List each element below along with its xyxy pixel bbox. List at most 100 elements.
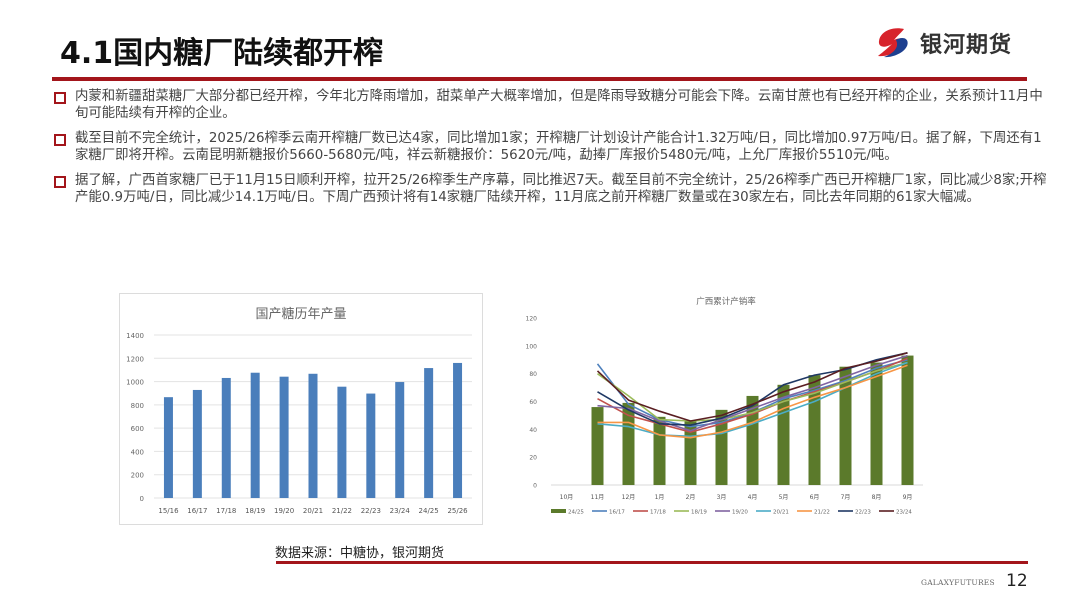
bar (715, 409, 728, 485)
bullet-item: 据了解，广西首家糖厂已于11月15日顺利开榨，拉开25/26榨季生产序幕，同比推… (52, 172, 1052, 206)
logo-text: 银河期货 (920, 33, 1013, 58)
hollow-square-bullet-icon (54, 176, 66, 188)
legend-label: 22/23 (855, 510, 871, 516)
legend-label: 16/17 (609, 510, 625, 516)
x-tick-label: 5月 (779, 494, 789, 501)
legend-item: 24/25 (551, 509, 584, 516)
chart-bars (591, 355, 914, 485)
legend-item: 17/18 (633, 510, 666, 516)
legend-item: 22/23 (838, 510, 871, 516)
x-tick-label: 8月 (872, 494, 882, 501)
chart-title: 广西累计产销率 (696, 296, 756, 307)
bar (337, 386, 347, 498)
bar (308, 373, 318, 498)
y-tick-label: 0 (140, 495, 144, 503)
x-tick-label: 25/26 (447, 507, 468, 515)
x-tick-label: 4月 (748, 494, 758, 501)
x-tick-label: 1月 (655, 494, 665, 501)
y-tick-label: 600 (131, 425, 144, 433)
bar (901, 355, 914, 485)
chart-title: 国产糖历年产量 (255, 306, 346, 322)
bar (192, 389, 202, 498)
bullet-item: 内蒙和新疆甜菜糖厂大部分都已经开榨，今年北方降雨增加，甜菜单产大概率增加，但是降… (52, 88, 1052, 122)
x-tick-label: 24/25 (419, 507, 439, 515)
x-tick-label: 23/24 (390, 507, 411, 515)
bar (163, 397, 173, 498)
bar (250, 372, 260, 498)
x-tick-label: 16/17 (187, 507, 207, 515)
bar (839, 366, 852, 485)
series-line-18-19 (597, 361, 908, 422)
chart-bars (163, 362, 463, 498)
guangxi-production-sales-rate-chart: 广西累计产销率 0 20 40 60 80 100 120 10月 11月 12月 1月 2月 3月 4… (515, 290, 935, 530)
x-tick-label: 10月 (560, 494, 574, 501)
legend-item: 19/20 (715, 510, 748, 516)
company-logo: 银河期货 (874, 26, 1012, 60)
x-tick-label: 6月 (810, 494, 820, 501)
hollow-square-bullet-icon (54, 92, 66, 104)
series-line-21-22 (597, 364, 908, 439)
bullet-text: 据了解，广西首家糖厂已于11月15日顺利开榨，拉开25/26榨季生产序幕，同比推… (75, 173, 1047, 205)
y-tick-label: 100 (526, 343, 538, 350)
legend-label: 18/19 (691, 510, 707, 516)
legend-label: 24/25 (568, 510, 584, 516)
hollow-square-bullet-icon (54, 134, 66, 146)
x-axis-ticks: 10月 11月 12月 1月 2月 3月 4月 5月 6月 7月 8月 9月 (560, 494, 913, 501)
bar (453, 362, 463, 498)
bar (395, 382, 405, 498)
legend-label: 20/21 (773, 510, 789, 516)
legend-swatch (551, 509, 566, 513)
y-tick-label: 200 (131, 472, 144, 480)
legend-label: 17/18 (650, 510, 666, 516)
bullet-text: 内蒙和新疆甜菜糖厂大部分都已经开榨，今年北方降雨增加，甜菜单产大概率增加，但是降… (75, 89, 1043, 121)
galaxy-futures-logo-icon (878, 28, 908, 58)
page-title: 4.1国内糖厂陆续都开榨 (60, 36, 384, 71)
series-line-23-24 (596, 352, 908, 422)
bar (221, 377, 231, 498)
y-tick-label: 120 (526, 316, 538, 323)
y-tick-label: 0 (533, 483, 537, 490)
x-tick-label: 21/22 (332, 507, 352, 515)
bar (591, 407, 604, 485)
x-tick-label: 18/19 (245, 507, 265, 515)
y-axis-ticks: 0 20 40 60 80 100 120 (526, 316, 538, 490)
x-tick-label: 7月 (841, 494, 851, 501)
y-tick-label: 400 (131, 448, 144, 456)
chart-legend: 24/25 16/17 17/18 18/19 19/20 20/21 21/22 22/23… (551, 509, 912, 516)
title-divider (52, 77, 1027, 81)
x-tick-label: 19/20 (274, 507, 294, 515)
bullet-list: 内蒙和新疆甜菜糖厂大部分都已经开榨，今年北方降雨增加，甜菜单产大概率增加，但是降… (52, 88, 1052, 214)
domestic-sugar-output-chart: 国产糖历年产量 0 200 400 600 800 1000 1200 1400 15/16 1… (119, 293, 483, 525)
y-tick-label: 80 (529, 371, 537, 378)
legend-item: 20/21 (756, 510, 789, 516)
bullet-item: 截至目前不完全统计，2025/26榨季云南开榨糖厂数已达4家，同比增加1家；开榨… (52, 130, 1052, 164)
legend-label: 21/22 (814, 510, 830, 516)
x-tick-label: 20/21 (303, 507, 323, 515)
y-axis-ticks: 0 200 400 600 800 1000 1200 1400 (126, 332, 144, 503)
bar (746, 395, 759, 485)
series-line-20-21 (597, 361, 908, 438)
legend-label: 19/20 (732, 510, 748, 516)
y-tick-label: 20 (529, 455, 537, 462)
legend-item: 16/17 (592, 510, 625, 516)
legend-item: 18/19 (674, 510, 707, 516)
y-tick-label: 60 (529, 399, 537, 406)
legend-label: 23/24 (896, 510, 912, 516)
series-line-19-20 (597, 354, 908, 432)
bar (424, 368, 434, 498)
x-tick-label: 3月 (717, 494, 727, 501)
legend-item: 23/24 (879, 510, 912, 516)
y-tick-label: 800 (131, 402, 144, 410)
legend-item: 21/22 (797, 510, 830, 516)
y-tick-label: 1000 (126, 379, 144, 387)
footer-divider (276, 561, 1028, 564)
x-tick-label: 9月 (903, 494, 913, 501)
combo-chart-svg: 广西累计产销率 0 20 40 60 80 100 120 10月 11月 12月 1月 2月 3月 4… (526, 296, 923, 516)
data-source-note: 数据来源：中糖协，银河期货 (275, 546, 445, 561)
x-tick-label: 11月 (591, 494, 605, 501)
y-tick-label: 40 (529, 427, 537, 434)
x-tick-label: 2月 (686, 494, 696, 501)
x-axis-ticks: 15/16 16/17 17/18 18/19 19/20 20/21 21/22 22/23… (158, 507, 468, 515)
bullet-text: 截至目前不完全统计，2025/26榨季云南开榨糖厂数已达4家，同比增加1家；开榨… (75, 131, 1042, 163)
